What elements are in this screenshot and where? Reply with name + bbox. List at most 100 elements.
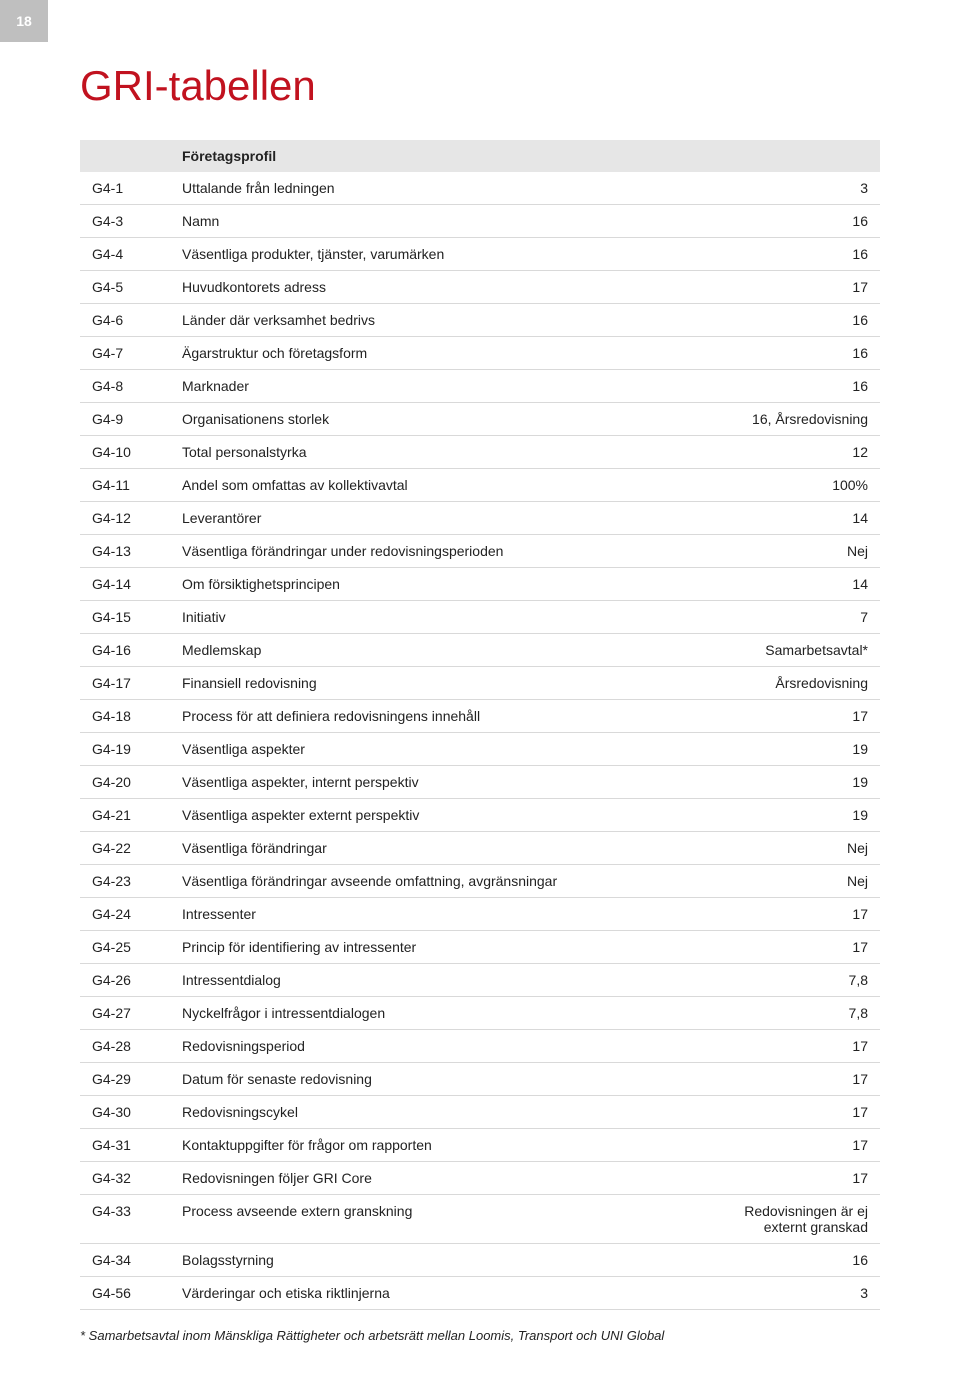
gri-code: G4-12 xyxy=(80,502,170,535)
table-row: G4-28Redovisningsperiod17 xyxy=(80,1030,880,1063)
table-row: G4-24Intressenter17 xyxy=(80,898,880,931)
gri-code: G4-16 xyxy=(80,634,170,667)
table-row: G4-17Finansiell redovisningÅrsredovisnin… xyxy=(80,667,880,700)
gri-code: G4-31 xyxy=(80,1129,170,1162)
gri-description: Väsentliga förändringar under redovisnin… xyxy=(170,535,700,568)
gri-value: 16 xyxy=(700,205,880,238)
gri-value: 12 xyxy=(700,436,880,469)
table-row: G4-25Princip för identifiering av intres… xyxy=(80,931,880,964)
gri-description: Organisationens storlek xyxy=(170,403,700,436)
gri-value: 17 xyxy=(700,1096,880,1129)
gri-code: G4-13 xyxy=(80,535,170,568)
gri-code: G4-3 xyxy=(80,205,170,238)
gri-value: 17 xyxy=(700,700,880,733)
gri-code: G4-9 xyxy=(80,403,170,436)
table-row: G4-27Nyckelfrågor i intressentdialogen7,… xyxy=(80,997,880,1030)
table-row: G4-10Total personalstyrka12 xyxy=(80,436,880,469)
table-row: G4-30Redovisningscykel17 xyxy=(80,1096,880,1129)
table-row: G4-9Organisationens storlek16, Årsredovi… xyxy=(80,403,880,436)
table-row: G4-19Väsentliga aspekter19 xyxy=(80,733,880,766)
gri-code: G4-24 xyxy=(80,898,170,931)
gri-description: Väsentliga aspekter externt perspektiv xyxy=(170,799,700,832)
section-header-spacer xyxy=(80,140,170,172)
gri-value: Nej xyxy=(700,832,880,865)
table-row: G4-31Kontaktuppgifter för frågor om rapp… xyxy=(80,1129,880,1162)
gri-description: Huvudkontorets adress xyxy=(170,271,700,304)
table-row: G4-12Leverantörer14 xyxy=(80,502,880,535)
gri-table: FöretagsprofilG4-1Uttalande från ledning… xyxy=(80,140,880,1310)
gri-code: G4-28 xyxy=(80,1030,170,1063)
gri-code: G4-32 xyxy=(80,1162,170,1195)
footnote: * Samarbetsavtal inom Mänskliga Rättighe… xyxy=(80,1328,880,1343)
table-row: G4-22Väsentliga förändringarNej xyxy=(80,832,880,865)
gri-code: G4-33 xyxy=(80,1195,170,1244)
gri-value: 16 xyxy=(700,238,880,271)
gri-value: 7,8 xyxy=(700,997,880,1030)
gri-value: 16, Årsredovisning xyxy=(700,403,880,436)
table-row: G4-32Redovisningen följer GRI Core17 xyxy=(80,1162,880,1195)
gri-code: G4-5 xyxy=(80,271,170,304)
page-number: 18 xyxy=(16,13,32,29)
table-row: G4-3Namn16 xyxy=(80,205,880,238)
table-row: G4-20Väsentliga aspekter, internt perspe… xyxy=(80,766,880,799)
gri-code: G4-29 xyxy=(80,1063,170,1096)
gri-value: 16 xyxy=(700,337,880,370)
gri-code: G4-22 xyxy=(80,832,170,865)
gri-description: Väsentliga aspekter, internt perspektiv xyxy=(170,766,700,799)
gri-value: 3 xyxy=(700,172,880,205)
section-header-row: Företagsprofil xyxy=(80,140,880,172)
gri-code: G4-6 xyxy=(80,304,170,337)
gri-value: 16 xyxy=(700,1244,880,1277)
gri-description: Länder där verksamhet bedrivs xyxy=(170,304,700,337)
table-row: G4-4Väsentliga produkter, tjänster, varu… xyxy=(80,238,880,271)
gri-value: 16 xyxy=(700,304,880,337)
table-row: G4-23Väsentliga förändringar avseende om… xyxy=(80,865,880,898)
gri-value: 14 xyxy=(700,568,880,601)
gri-code: G4-56 xyxy=(80,1277,170,1310)
table-row: G4-34Bolagsstyrning16 xyxy=(80,1244,880,1277)
gri-description: Om försiktighetsprincipen xyxy=(170,568,700,601)
gri-value: 19 xyxy=(700,799,880,832)
gri-value: 16 xyxy=(700,370,880,403)
gri-description: Marknader xyxy=(170,370,700,403)
table-row: G4-56Värderingar och etiska riktlinjerna… xyxy=(80,1277,880,1310)
gri-value: 19 xyxy=(700,733,880,766)
gri-description: Uttalande från ledningen xyxy=(170,172,700,205)
gri-description: Redovisningscykel xyxy=(170,1096,700,1129)
table-row: G4-33Process avseende extern granskningR… xyxy=(80,1195,880,1244)
table-row: G4-8Marknader16 xyxy=(80,370,880,403)
gri-code: G4-23 xyxy=(80,865,170,898)
gri-description: Process avseende extern granskning xyxy=(170,1195,700,1244)
gri-code: G4-7 xyxy=(80,337,170,370)
gri-value: 17 xyxy=(700,1129,880,1162)
gri-value: 19 xyxy=(700,766,880,799)
gri-description: Nyckelfrågor i intressentdialogen xyxy=(170,997,700,1030)
gri-value: 17 xyxy=(700,931,880,964)
gri-description: Andel som omfattas av kollektivavtal xyxy=(170,469,700,502)
table-row: G4-6Länder där verksamhet bedrivs16 xyxy=(80,304,880,337)
gri-code: G4-15 xyxy=(80,601,170,634)
gri-description: Process för att definiera redovisningens… xyxy=(170,700,700,733)
gri-description: Namn xyxy=(170,205,700,238)
gri-value: 17 xyxy=(700,1063,880,1096)
gri-description: Ägarstruktur och företagsform xyxy=(170,337,700,370)
gri-value: 17 xyxy=(700,271,880,304)
gri-code: G4-8 xyxy=(80,370,170,403)
gri-value: Redovisningen är ej externt granskad xyxy=(700,1195,880,1244)
gri-value: 7,8 xyxy=(700,964,880,997)
table-row: G4-21Väsentliga aspekter externt perspek… xyxy=(80,799,880,832)
table-row: G4-15Initiativ7 xyxy=(80,601,880,634)
gri-description: Finansiell redovisning xyxy=(170,667,700,700)
gri-code: G4-26 xyxy=(80,964,170,997)
gri-value: 100% xyxy=(700,469,880,502)
gri-description: Redovisningen följer GRI Core xyxy=(170,1162,700,1195)
gri-value: 3 xyxy=(700,1277,880,1310)
gri-description: Total personalstyrka xyxy=(170,436,700,469)
table-row: G4-11Andel som omfattas av kollektivavta… xyxy=(80,469,880,502)
gri-code: G4-4 xyxy=(80,238,170,271)
gri-code: G4-18 xyxy=(80,700,170,733)
gri-description: Kontaktuppgifter för frågor om rapporten xyxy=(170,1129,700,1162)
gri-value: Samarbetsavtal* xyxy=(700,634,880,667)
section-header-label: Företagsprofil xyxy=(170,140,700,172)
gri-value: 7 xyxy=(700,601,880,634)
